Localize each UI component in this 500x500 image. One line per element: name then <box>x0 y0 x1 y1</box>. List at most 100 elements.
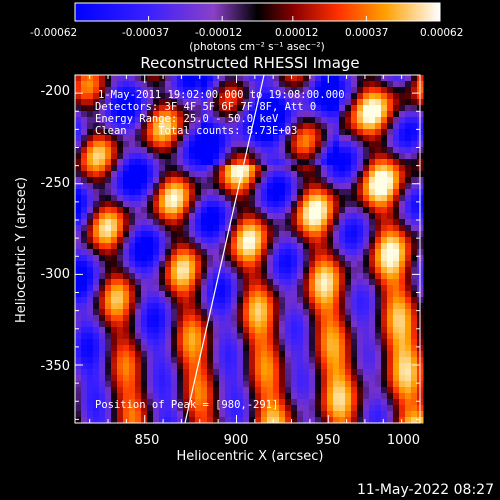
heatmap-cell <box>369 315 376 322</box>
heatmap-cell <box>261 231 268 238</box>
heatmap-cell <box>237 345 244 352</box>
heatmap-cell <box>81 141 88 148</box>
heatmap-cell <box>249 237 256 244</box>
heatmap-cell <box>243 255 250 262</box>
heatmap-cell <box>267 87 274 94</box>
heatmap-cell <box>249 255 256 262</box>
heatmap-cell <box>393 117 400 124</box>
heatmap-cell <box>351 303 358 310</box>
heatmap-cell <box>99 189 106 196</box>
heatmap-cell <box>309 99 316 106</box>
heatmap-cell <box>153 147 160 154</box>
heatmap-cell <box>399 219 406 226</box>
heatmap-cell <box>183 123 190 130</box>
heatmap-cell <box>195 345 202 352</box>
heatmap-cell <box>363 297 370 304</box>
heatmap-cell <box>87 369 94 376</box>
heatmap-cell <box>153 201 160 208</box>
heatmap-cell <box>321 393 328 400</box>
heatmap-cell <box>303 333 310 340</box>
heatmap-cell <box>249 129 256 136</box>
heatmap-cell <box>141 339 148 346</box>
heatmap-cell <box>399 381 406 388</box>
heatmap-cell <box>333 117 340 124</box>
heatmap-cell <box>201 327 208 334</box>
heatmap-cell <box>393 363 400 370</box>
heatmap-cell <box>153 159 160 166</box>
heatmap-cell <box>219 339 226 346</box>
heatmap-cell <box>189 141 196 148</box>
heatmap-cell <box>93 195 100 202</box>
heatmap-cell <box>357 333 364 340</box>
heatmap-cell <box>387 135 394 142</box>
heatmap-cell <box>99 399 106 406</box>
heatmap-cell <box>111 123 118 130</box>
heatmap-cell <box>105 303 112 310</box>
heatmap-cell <box>129 291 136 298</box>
heatmap-cell <box>303 345 310 352</box>
heatmap-cell <box>267 363 274 370</box>
heatmap-cell <box>303 243 310 250</box>
heatmap-cell <box>375 411 382 418</box>
heatmap-cell <box>237 261 244 268</box>
heatmap-cell <box>411 303 418 310</box>
heatmap-cell <box>201 141 208 148</box>
heatmap-cell <box>285 111 292 118</box>
heatmap-cell <box>81 147 88 154</box>
heatmap-cell <box>399 225 406 232</box>
heatmap-cell <box>159 207 166 214</box>
heatmap-cell <box>195 201 202 208</box>
heatmap-cell <box>261 381 268 388</box>
heatmap-cell <box>99 201 106 208</box>
heatmap-cell <box>357 231 364 238</box>
heatmap-cell <box>261 117 268 124</box>
heatmap-cell <box>231 333 238 340</box>
heatmap-cell <box>315 75 322 82</box>
heatmap-cell <box>351 249 358 256</box>
timestamp: 11-May-2022 08:27 <box>356 482 494 498</box>
heatmap-cell <box>369 105 376 112</box>
heatmap-cell <box>321 213 328 220</box>
heatmap-cell <box>261 267 268 274</box>
heatmap-cell <box>159 237 166 244</box>
heatmap-cell <box>393 273 400 280</box>
heatmap-cell <box>87 315 94 322</box>
heatmap-cell <box>75 327 82 334</box>
heatmap-cell <box>105 321 112 328</box>
heatmap-cell <box>345 105 352 112</box>
heatmap-cell <box>99 249 106 256</box>
heatmap-cell <box>189 291 196 298</box>
heatmap-cell <box>279 153 286 160</box>
heatmap-cell <box>333 285 340 292</box>
heatmap-cell <box>123 81 130 88</box>
heatmap-cell <box>285 345 292 352</box>
heatmap-cell <box>315 369 322 376</box>
heatmap-cell <box>219 213 226 220</box>
heatmap-cell <box>87 183 94 190</box>
heatmap-cell <box>375 309 382 316</box>
heatmap-cell <box>315 303 322 310</box>
heatmap-cell <box>339 117 346 124</box>
heatmap-cell <box>195 237 202 244</box>
heatmap-cell <box>333 399 340 406</box>
heatmap-cell <box>297 75 304 82</box>
heatmap-cell <box>369 111 376 118</box>
heatmap-cell <box>291 291 298 298</box>
heatmap-cell <box>129 159 136 166</box>
heatmap-cell <box>81 255 88 262</box>
heatmap-cell <box>129 207 136 214</box>
heatmap-cell <box>177 219 184 226</box>
heatmap-cell <box>249 333 256 340</box>
heatmap-cell <box>219 393 226 400</box>
heatmap-cell <box>255 189 262 196</box>
heatmap-cell <box>159 327 166 334</box>
heatmap-cell <box>411 321 418 328</box>
heatmap-cell <box>393 147 400 154</box>
heatmap-cell <box>225 267 232 274</box>
heatmap-cell <box>327 141 334 148</box>
heatmap-cell <box>189 87 196 94</box>
heatmap-cell <box>105 393 112 400</box>
heatmap-cell <box>267 375 274 382</box>
heatmap-cell <box>393 213 400 220</box>
heatmap-cell <box>291 213 298 220</box>
